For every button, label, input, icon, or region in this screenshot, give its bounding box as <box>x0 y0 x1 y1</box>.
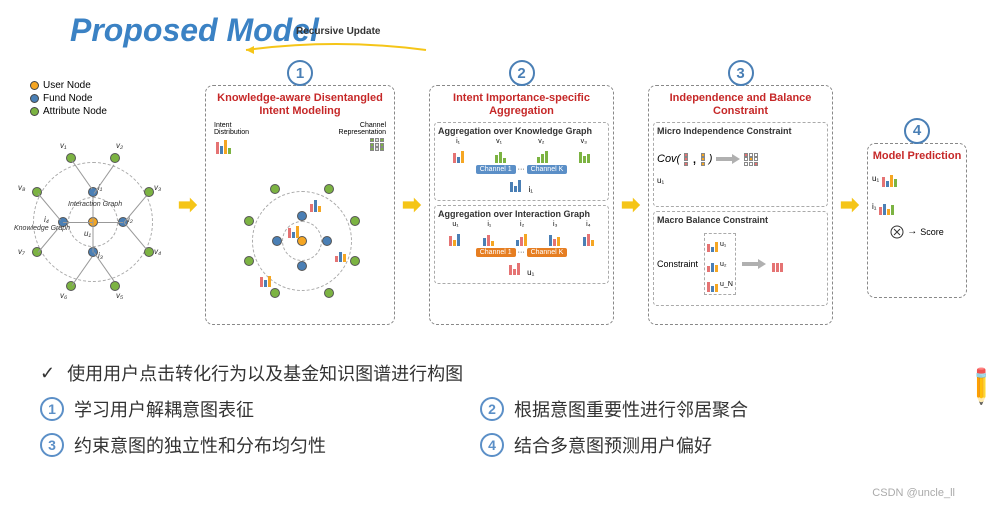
u1-micro: u₁ <box>657 176 824 185</box>
bullet-4-num: 4 <box>480 433 504 457</box>
v1-label: v₁ <box>60 141 67 150</box>
bi1: i₁ <box>487 221 491 228</box>
macro-box: Macro Balance Constraint Constraint u₁ u… <box>653 211 828 306</box>
arrow-icon <box>839 194 861 216</box>
module-4: 4 Model Prediction u₁ i₁ → Score <box>867 143 967 298</box>
bullet-4-text: 结合多意图预测用户偏好 <box>514 432 712 458</box>
arrow-icon <box>401 194 423 216</box>
v3-label: v₃ <box>154 183 161 192</box>
channel-kb: Channel K <box>527 248 568 257</box>
bullet-3: 3 约束意图的独立性和分布均匀性 <box>40 432 420 458</box>
u1: u₁ <box>452 221 458 228</box>
bullets-section: ✓ 使用用户点击转化行为以及基金知识图谱进行构图 1 学习用户解耦意图表征 2 … <box>40 360 985 468</box>
step-badge-1: 1 <box>287 60 313 86</box>
i1-out: i₁ <box>528 185 532 194</box>
dots: ··· <box>518 166 525 173</box>
pred-i1: i₁ <box>872 202 876 211</box>
intent-bars <box>216 138 231 154</box>
cov-close: ) <box>709 153 713 165</box>
module-1: 1 Knowledge-aware Disentangled Intent Mo… <box>205 85 395 325</box>
bullet-4: 4 结合多意图预测用户偏好 <box>480 432 712 458</box>
u1-out: u₁ <box>527 268 534 277</box>
bullet-2: 2 根据意图重要性进行邻居聚合 <box>480 396 748 422</box>
pred-u1: u₁ <box>872 174 879 183</box>
attr-node <box>110 281 120 291</box>
cov-label: Cov( <box>657 153 680 165</box>
watermark: CSDN @uncle_ll <box>872 487 955 499</box>
channel-1: Channel 1 <box>476 165 516 174</box>
intent-dist-label: Intent Distribution <box>214 122 264 136</box>
input-graph: u₁ i₁ i₂ i₃ i₄ v₁ v₂ v₃ v₄ v₅ v₆ v₇ v₈ <box>16 125 171 320</box>
multiply-icon <box>890 225 904 239</box>
channel-rep-label: Channel Representation <box>331 122 386 136</box>
module-1-title: Knowledge-aware Disentangled Intent Mode… <box>210 92 390 118</box>
channel-1b: Channel 1 <box>476 248 516 257</box>
agg-ig-box: Aggregation over Interaction Graph u₁ i₁… <box>434 205 609 284</box>
bullet-1-num: 1 <box>40 397 64 421</box>
check-icon: ✓ <box>40 363 55 384</box>
module-3: 3 Independence and Balance Constraint Mi… <box>648 85 833 325</box>
dots2: ··· <box>518 249 525 256</box>
v4-label: v₄ <box>154 247 161 256</box>
mu1: u₁ <box>720 241 726 248</box>
attr-node <box>110 153 120 163</box>
agg-ig-title: Aggregation over Interaction Graph <box>438 209 605 219</box>
arrow-icon <box>620 194 642 216</box>
ig-label: Interaction Graph <box>68 201 122 208</box>
step-badge-3: 3 <box>728 60 754 86</box>
bullet-0: ✓ 使用用户点击转化行为以及基金知识图谱进行构图 <box>40 360 985 386</box>
bullet-1: 1 学习用户解耦意图表征 <box>40 396 420 422</box>
i1: i₁ <box>456 138 460 145</box>
attr-node <box>66 153 76 163</box>
v6-label: v₆ <box>60 291 67 300</box>
v1: v₁ <box>496 138 502 145</box>
mu2: u₂ <box>720 261 727 268</box>
recursive-arrow-icon <box>236 40 436 54</box>
recursive-label: Recursive Update <box>296 26 380 37</box>
bullet-3-text: 约束意图的独立性和分布均匀性 <box>74 432 326 458</box>
muN: u_N <box>720 281 733 288</box>
bullet-2-text: 根据意图重要性进行邻居聚合 <box>514 396 748 422</box>
agg-kg-title: Aggregation over Knowledge Graph <box>438 126 605 136</box>
bullet-2-num: 2 <box>480 397 504 421</box>
constraint-label: Constraint <box>657 259 698 269</box>
module-3-title: Independence and Balance Constraint <box>653 92 828 118</box>
arrow-gray-icon <box>716 153 740 165</box>
v2: v₂ <box>538 138 544 145</box>
micro-box: Micro Independence Constraint Cov( , ) u… <box>653 122 828 207</box>
bi2: i₂ <box>520 221 524 228</box>
bi4: i₄ <box>586 221 590 228</box>
kg-label: Knowledge Graph <box>14 225 70 232</box>
i4-label: i₄ <box>44 215 49 224</box>
step-badge-2: 2 <box>509 60 535 86</box>
arrow-gray-icon <box>742 258 766 270</box>
channel-rep-bars <box>370 138 384 154</box>
bullet-0-text: 使用用户点击转化行为以及基金知识图谱进行构图 <box>67 360 463 386</box>
v7-label: v₇ <box>18 247 25 256</box>
v8-label: v₈ <box>18 183 25 192</box>
module-2: 2 Intent Importance-specific Aggregation… <box>429 85 614 325</box>
bullet-3-num: 3 <box>40 433 64 457</box>
bi3: i₃ <box>553 221 557 228</box>
score-label: Score <box>920 227 944 237</box>
micro-title: Micro Independence Constraint <box>657 126 824 136</box>
module-4-title: Model Prediction <box>872 150 962 163</box>
arrow-icon <box>177 194 199 216</box>
macro-title: Macro Balance Constraint <box>657 215 824 225</box>
user-label: u₁ <box>84 229 91 238</box>
v2-label: v₂ <box>116 141 123 150</box>
channel-k: Channel K <box>527 165 568 174</box>
v3: v₃ <box>581 138 587 145</box>
agg-kg-box: Aggregation over Knowledge Graph i₁ v₁ v… <box>434 122 609 201</box>
module-1-graph <box>210 156 390 331</box>
module-2-title: Intent Importance-specific Aggregation <box>434 92 609 118</box>
v5-label: v₅ <box>116 291 123 300</box>
diagram-row: u₁ i₁ i₂ i₃ i₄ v₁ v₂ v₃ v₄ v₅ v₆ v₇ v₈ <box>16 70 997 340</box>
step-badge-4: 4 <box>904 118 930 144</box>
bullet-1-text: 学习用户解耦意图表征 <box>74 396 254 422</box>
